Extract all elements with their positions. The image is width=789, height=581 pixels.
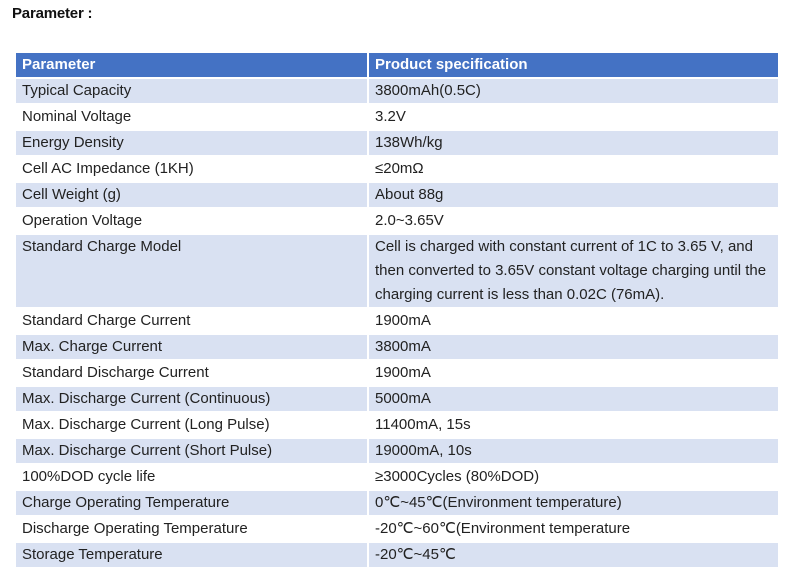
specification-cell: -20℃~45℃	[369, 543, 778, 567]
parameter-cell: Operation Voltage	[16, 209, 367, 233]
table-row: Max. Discharge Current (Long Pulse) 1140…	[16, 413, 778, 437]
parameter-cell: Energy Density	[16, 131, 367, 155]
specification-cell: 5000mA	[369, 387, 778, 411]
table-row: Storage Temperature -20℃~45℃	[16, 543, 778, 567]
table-row: Discharge Operating Temperature -20℃~60℃…	[16, 517, 778, 541]
table-row: Nominal Voltage 3.2V	[16, 105, 778, 129]
specification-cell: 0℃~45℃(Environment temperature)	[369, 491, 778, 515]
parameter-cell: Standard Charge Model	[16, 235, 367, 307]
table-row: Standard Discharge Current 1900mA	[16, 361, 778, 385]
parameter-cell: Typical Capacity	[16, 79, 367, 103]
specification-cell: ≥3000Cycles (80%DOD)	[369, 465, 778, 489]
parameter-cell: Storage Temperature	[16, 543, 367, 567]
parameter-table: Parameter Product specification Typical …	[14, 51, 780, 569]
specification-cell: 3.2V	[369, 105, 778, 129]
column-header-parameter: Parameter	[16, 53, 367, 77]
table-row: Standard Charge Model Cell is charged wi…	[16, 235, 778, 307]
parameter-cell: Max. Charge Current	[16, 335, 367, 359]
specification-cell: 19000mA, 10s	[369, 439, 778, 463]
specification-cell: ≤20mΩ	[369, 157, 778, 181]
parameter-cell: Standard Discharge Current	[16, 361, 367, 385]
table-row: Max. Discharge Current (Short Pulse) 190…	[16, 439, 778, 463]
table-row: 100%DOD cycle life ≥3000Cycles (80%DOD)	[16, 465, 778, 489]
section-heading: Parameter :	[12, 5, 93, 22]
parameter-cell: 100%DOD cycle life	[16, 465, 367, 489]
table-row: Operation Voltage 2.0~3.65V	[16, 209, 778, 233]
specification-cell: Cell is charged with constant current of…	[369, 235, 778, 307]
parameter-cell: Cell AC Impedance (1KH)	[16, 157, 367, 181]
specification-cell: 11400mA, 15s	[369, 413, 778, 437]
table-row: Cell AC Impedance (1KH) ≤20mΩ	[16, 157, 778, 181]
table-row: Charge Operating Temperature 0℃~45℃(Envi…	[16, 491, 778, 515]
table-row: Cell Weight (g) About 88g	[16, 183, 778, 207]
specification-cell: 138Wh/kg	[369, 131, 778, 155]
specification-cell: 2.0~3.65V	[369, 209, 778, 233]
table-row: Max. Charge Current 3800mA	[16, 335, 778, 359]
parameter-cell: Nominal Voltage	[16, 105, 367, 129]
parameter-cell: Max. Discharge Current (Short Pulse)	[16, 439, 367, 463]
specification-cell: 1900mA	[369, 309, 778, 333]
parameter-cell: Discharge Operating Temperature	[16, 517, 367, 541]
parameter-cell: Charge Operating Temperature	[16, 491, 367, 515]
specification-cell: 3800mAh(0.5C)	[369, 79, 778, 103]
table-header-row: Parameter Product specification	[16, 53, 778, 77]
column-header-specification: Product specification	[369, 53, 778, 77]
parameter-cell: Standard Charge Current	[16, 309, 367, 333]
specification-cell: -20℃~60℃(Environment temperature	[369, 517, 778, 541]
specification-cell: 3800mA	[369, 335, 778, 359]
specification-cell: About 88g	[369, 183, 778, 207]
parameter-cell: Max. Discharge Current (Long Pulse)	[16, 413, 367, 437]
table-row: Typical Capacity 3800mAh(0.5C)	[16, 79, 778, 103]
table-row: Energy Density 138Wh/kg	[16, 131, 778, 155]
parameter-cell: Cell Weight (g)	[16, 183, 367, 207]
specification-cell: 1900mA	[369, 361, 778, 385]
table-row: Max. Discharge Current (Continuous) 5000…	[16, 387, 778, 411]
table-row: Standard Charge Current 1900mA	[16, 309, 778, 333]
parameter-cell: Max. Discharge Current (Continuous)	[16, 387, 367, 411]
